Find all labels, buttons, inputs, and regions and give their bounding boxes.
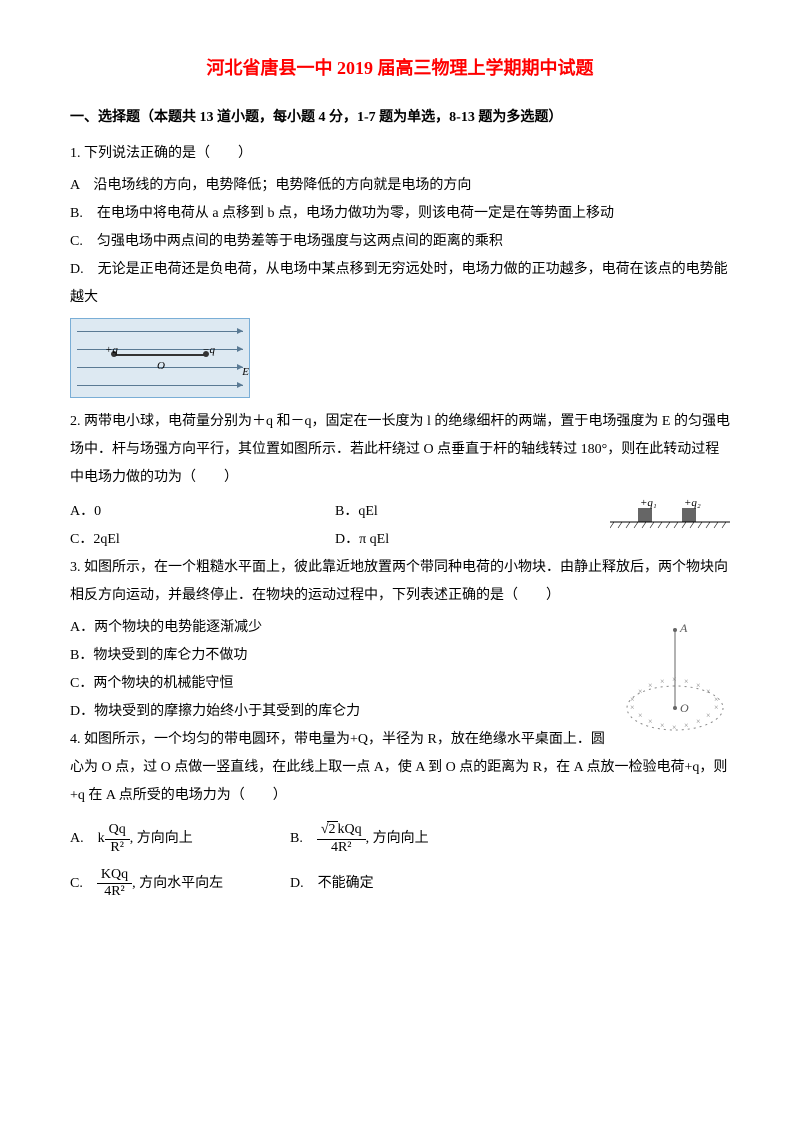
q1-opt-c: C. 匀强电场中两点间的电势差等于电场强度与这两点间的距离的乘积 xyxy=(70,228,730,256)
q2-q3-block: +q₁ +q₂ A．0 B．qEl C．2qEl D．π qEl 3. 如图所示… xyxy=(70,498,730,614)
fig-E: E xyxy=(242,361,249,383)
fig-minus-q: −q xyxy=(202,339,215,361)
fig-plus-q: +q xyxy=(105,339,118,361)
svg-text:A: A xyxy=(679,621,688,635)
q3-stem: 3. 如图所示，在一个粗糙水平面上，彼此靠近地放置两个带同种电荷的小物块．由静止… xyxy=(70,554,730,610)
q4-b-num: 2kQq xyxy=(317,822,366,840)
q1-opt-b: B. 在电场中将电荷从 a 点移到 b 点，电场力做功为零，则该电荷一定是在等势… xyxy=(70,200,730,228)
q2-opt-d: D．π qEl xyxy=(335,526,600,554)
svg-text:×: × xyxy=(648,681,653,690)
q4-a-prefix: A. k xyxy=(70,825,105,853)
q4-b-prefix: B. xyxy=(290,825,317,853)
svg-text:×: × xyxy=(714,703,719,712)
svg-text:×: × xyxy=(672,675,677,684)
q2-opt-c: C．2qEl xyxy=(70,526,335,554)
fig-O: O xyxy=(157,355,165,377)
q3-figure: +q₁ +q₂ xyxy=(610,498,730,542)
q2-figure-field: +q −q O E xyxy=(70,318,250,398)
q4-opt-b: B. 2kQq4R² , 方向向上 xyxy=(290,822,429,857)
section-header: 一、选择题（本题共 13 道小题，每小题 4 分，1-7 题为单选，8-13 题… xyxy=(70,104,730,132)
svg-text:O: O xyxy=(680,701,689,715)
q3-fig-q2: +q₂ xyxy=(684,498,701,509)
svg-text:×: × xyxy=(672,723,677,732)
svg-text:×: × xyxy=(660,721,665,730)
svg-text:×: × xyxy=(660,677,665,686)
question-2: 2. 两带电小球，电荷量分别为＋q 和－q，固定在一长度为 l 的绝缘细杆的两端… xyxy=(70,408,730,492)
q4-c-prefix: C. xyxy=(70,870,97,898)
svg-text:×: × xyxy=(696,717,701,726)
svg-text:×: × xyxy=(630,695,635,704)
q4-b-sqrt: 2 xyxy=(327,821,338,837)
q4-opt-a: A. k QqR² , 方向向上 xyxy=(70,822,290,857)
q3-fig-q1: +q₁ xyxy=(640,498,657,509)
q3-opts-q4-block: ××× ××× ××× ××× ××× ××× A O A．两个物块的电势能逐渐… xyxy=(70,614,730,814)
svg-text:×: × xyxy=(684,721,689,730)
svg-text:×: × xyxy=(706,711,711,720)
q4-opt-d: D. 不能确定 xyxy=(290,870,374,898)
q2-opt-b: B．qEl xyxy=(335,498,600,526)
svg-text:×: × xyxy=(706,687,711,696)
q4-b-den: 4R² xyxy=(317,840,366,857)
q2-stem: 2. 两带电小球，电荷量分别为＋q 和－q，固定在一长度为 l 的绝缘细杆的两端… xyxy=(70,408,730,492)
q4-b-num-rest: kQq xyxy=(338,822,362,837)
q4-figure: ××× ××× ××× ××× ××× ××× A O xyxy=(620,618,730,749)
q4-a-num: Qq xyxy=(105,822,130,840)
svg-text:×: × xyxy=(648,717,653,726)
question-1: 1. 下列说法正确的是（ ） A 沿电场线的方向，电势降低；电势降低的方向就是电… xyxy=(70,140,730,312)
q1-stem: 1. 下列说法正确的是（ ） xyxy=(70,140,730,168)
q1-opt-a: A 沿电场线的方向，电势降低；电势降低的方向就是电场的方向 xyxy=(70,172,730,200)
q4-a-suffix: , 方向向上 xyxy=(130,825,193,853)
svg-text:×: × xyxy=(684,677,689,686)
svg-text:×: × xyxy=(638,711,643,720)
svg-text:×: × xyxy=(630,703,635,712)
svg-text:×: × xyxy=(696,681,701,690)
q4-opt-c: C. KQq4R² , 方向水平向左 xyxy=(70,867,290,902)
q4-b-suffix: , 方向向上 xyxy=(366,825,429,853)
q1-opt-d: D. 无论是正电荷还是负电荷，从电场中某点移到无穷远处时，电场力做的正功越多，电… xyxy=(70,256,730,312)
q4-c-den: 4R² xyxy=(97,884,132,901)
page-title: 河北省唐县一中 2019 届高三物理上学期期中试题 xyxy=(70,50,730,86)
q4-c-num: KQq xyxy=(97,867,132,885)
q4-options: A. k QqR² , 方向向上 B. 2kQq4R² , 方向向上 C. KQ… xyxy=(70,822,730,901)
svg-text:×: × xyxy=(714,695,719,704)
q2-opt-a: A．0 xyxy=(70,498,335,526)
q4-a-den: R² xyxy=(105,840,130,857)
svg-text:×: × xyxy=(638,687,643,696)
q4-c-suffix: , 方向水平向左 xyxy=(132,870,223,898)
